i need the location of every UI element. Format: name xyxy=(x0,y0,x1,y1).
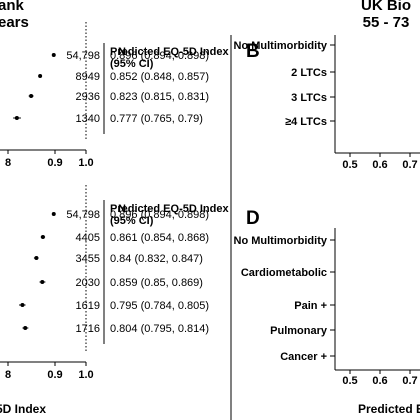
panel-letter: D xyxy=(246,208,260,229)
point-estimate xyxy=(51,212,56,216)
x-tick-label: 0.5 xyxy=(342,375,357,387)
column-header-index: (95% CI) xyxy=(110,58,154,70)
x-tick-label: 8 xyxy=(5,157,11,169)
row-estimate-text: 0.777 (0.765, 0.79) xyxy=(110,113,203,125)
x-tick-label: 8 xyxy=(5,369,11,381)
row-estimate-text: 0.852 (0.848, 0.857) xyxy=(110,71,209,83)
column-header-n: N xyxy=(118,46,126,58)
x-tick-label: 0.9 xyxy=(47,369,62,381)
row-n: 54,798 xyxy=(66,209,100,221)
point-estimate xyxy=(34,256,39,260)
x-axis-label: 5D Index xyxy=(0,402,46,416)
row-n: 1716 xyxy=(76,323,100,335)
x-axis-label: Predicted E xyxy=(358,402,420,416)
point-estimate xyxy=(40,280,45,284)
row-n: 2030 xyxy=(76,277,100,289)
right-title-line: UK Bio xyxy=(361,0,411,14)
x-tick-label: 0.5 xyxy=(342,159,357,171)
x-tick-label: 1.0 xyxy=(78,157,93,169)
row-estimate-text: 0.823 (0.815, 0.831) xyxy=(110,91,209,103)
left-title-line: ank xyxy=(0,0,25,14)
row-estimate-text: 0.795 (0.784, 0.805) xyxy=(110,300,209,312)
row-n: 1340 xyxy=(76,113,100,125)
panel-letter: B xyxy=(246,41,260,62)
column-header-index: Predicted EQ-5D Index xyxy=(110,203,229,215)
row-estimate-text: 0.896 (0.894, 0.898) xyxy=(110,50,209,62)
row-estimate-text: 0.859 (0.85, 0.869) xyxy=(110,277,203,289)
right-title-line: 55 - 73 xyxy=(363,14,410,31)
x-tick-label: 0.6 xyxy=(372,159,387,171)
left-title-line: ears xyxy=(0,14,29,31)
row-label: 3 LTCs xyxy=(291,92,327,104)
point-estimate xyxy=(38,74,43,78)
row-n: 3455 xyxy=(76,253,100,265)
x-tick-label: 0.6 xyxy=(372,375,387,387)
row-label: ≥4 LTCs xyxy=(285,116,327,128)
row-estimate-text: 0.84 (0.832, 0.847) xyxy=(110,253,203,265)
row-label: Cancer + xyxy=(280,351,327,363)
row-label: 2 LTCs xyxy=(291,67,327,79)
row-estimate-text: 0.896 (0.894, 0.898) xyxy=(110,209,209,221)
row-n: 1619 xyxy=(76,300,100,312)
x-tick-label: 1.0 xyxy=(78,369,93,381)
row-n: 54,798 xyxy=(66,50,100,62)
row-n: 4405 xyxy=(76,232,100,244)
point-estimate xyxy=(29,94,34,98)
row-estimate-text: 0.861 (0.854, 0.868) xyxy=(110,232,209,244)
point-estimate xyxy=(40,235,45,239)
point-estimate xyxy=(20,303,25,307)
point-estimate xyxy=(51,53,56,57)
point-estimate xyxy=(23,326,28,330)
row-n: 2936 xyxy=(76,91,100,103)
row-n: 8949 xyxy=(76,71,100,83)
point-estimate xyxy=(14,116,19,120)
column-header-index: Predicted EQ-5D Index xyxy=(110,46,229,58)
row-label: No Multimorbidity xyxy=(234,40,328,52)
row-label: Cardiometabolic xyxy=(241,267,327,279)
row-label: Pain + xyxy=(294,300,327,312)
column-header-index: (95% CI) xyxy=(110,215,154,227)
row-label: No Multimorbidity xyxy=(234,235,328,247)
row-label: Pulmonary xyxy=(270,325,328,337)
x-tick-label: 0.7 xyxy=(402,375,417,387)
x-tick-label: 0.7 xyxy=(402,159,417,171)
x-tick-label: 0.9 xyxy=(47,157,62,169)
row-estimate-text: 0.804 (0.795, 0.814) xyxy=(110,323,209,335)
column-header-n: N xyxy=(118,203,126,215)
